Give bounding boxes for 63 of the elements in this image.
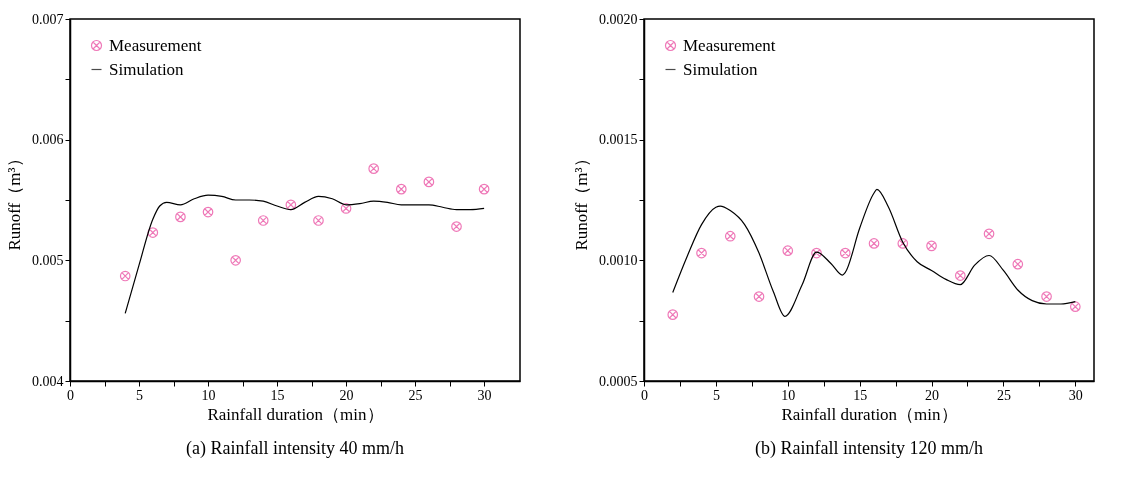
point [119,270,131,282]
x-tick-label: 0 [67,387,74,403]
point [175,211,186,223]
point [451,221,462,232]
point [1069,301,1081,313]
point [285,199,297,211]
legend-label: Simulation [683,59,759,79]
x-tick-label: 20 [339,387,354,403]
y-tick-label: 0.0015 [599,132,638,148]
y-tick-label: 0.0010 [599,252,638,268]
point [147,227,159,238]
point [313,215,324,226]
x-tick-label: 0 [641,387,648,403]
point [395,183,407,195]
x-tick-label: 15 [270,387,285,403]
point [667,309,679,320]
point [897,238,909,249]
legend-label: Measurement [109,35,202,55]
y-tick-label: 0.0005 [599,373,638,389]
point [340,203,352,214]
y-tick-label: 0.005 [32,252,64,268]
point [1012,258,1024,270]
point [257,215,269,226]
x-tick-label: 30 [1068,387,1083,403]
x-tick-label: 5 [712,387,720,403]
point [983,228,995,240]
x-axis-title: Rainfall duration（min） [207,404,384,424]
point [1041,291,1052,302]
line-series [672,188,1076,317]
point [696,247,707,259]
x-tick-label: 15 [853,387,868,403]
point [811,247,822,259]
point [368,163,380,174]
y-tick-label: 0.007 [32,11,64,27]
legend-label: Simulation [109,59,185,79]
point [478,183,490,195]
point [202,206,214,218]
x-tick-label: 10 [201,387,216,403]
y-tick-label: 0.004 [32,373,64,389]
text: (a) Rainfall intensity 40 mm/h [186,438,404,459]
y-axis-title: Runoff（m³） [572,150,591,251]
x-tick-label: 10 [781,387,796,403]
point [230,254,241,266]
text: (b) Rainfall intensity 120 mm/h [755,438,983,459]
point [724,230,736,242]
y-axis-title: Runoff（m³） [5,150,24,251]
point [423,176,435,188]
x-tick-label: 5 [136,387,144,403]
point [954,270,966,281]
x-tick-label: 25 [408,387,423,403]
x-tick-label: 20 [925,387,940,403]
x-tick-label: 30 [477,387,492,403]
legend-label: Measurement [683,35,776,55]
point [782,245,794,257]
x-tick-label: 25 [996,387,1011,403]
point [926,240,937,252]
point [753,291,765,302]
x-axis-title: Rainfall duration（min） [781,404,958,424]
line-series [124,194,485,315]
y-tick-label: 0.0020 [599,11,638,27]
point [868,238,880,249]
y-tick-label: 0.006 [32,132,64,148]
point [839,247,851,259]
